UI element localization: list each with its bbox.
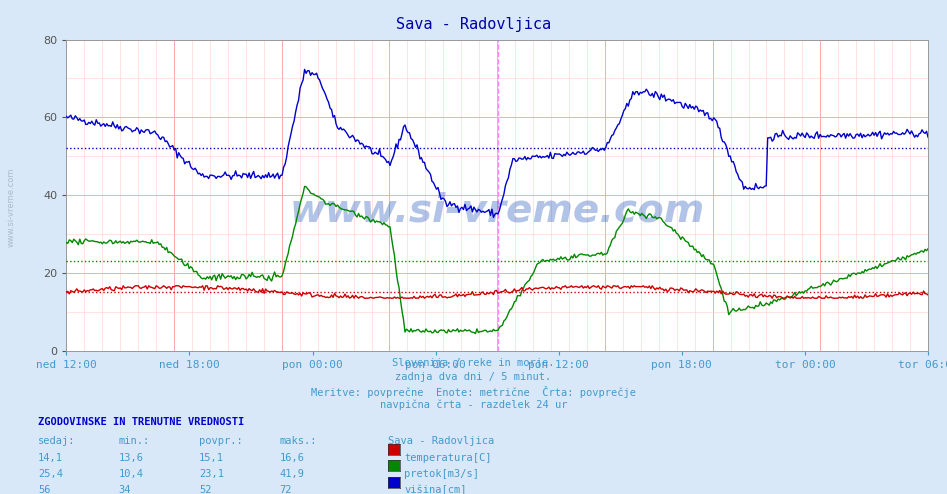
Text: 15,1: 15,1	[199, 453, 223, 462]
Text: ZGODOVINSKE IN TRENUTNE VREDNOSTI: ZGODOVINSKE IN TRENUTNE VREDNOSTI	[38, 417, 244, 427]
Text: 10,4: 10,4	[118, 469, 143, 479]
Text: 14,1: 14,1	[38, 453, 63, 462]
Text: www.si-vreme.com: www.si-vreme.com	[290, 192, 705, 230]
Text: 34: 34	[118, 485, 131, 494]
Text: 23,1: 23,1	[199, 469, 223, 479]
Text: 16,6: 16,6	[279, 453, 304, 462]
Text: povpr.:: povpr.:	[199, 436, 242, 446]
Text: navpična črta - razdelek 24 ur: navpična črta - razdelek 24 ur	[380, 400, 567, 410]
Text: 56: 56	[38, 485, 50, 494]
Text: min.:: min.:	[118, 436, 150, 446]
Text: višina[cm]: višina[cm]	[404, 485, 467, 494]
Text: 41,9: 41,9	[279, 469, 304, 479]
Text: Sava - Radovljica: Sava - Radovljica	[388, 436, 494, 446]
Text: 13,6: 13,6	[118, 453, 143, 462]
Text: sedaj:: sedaj:	[38, 436, 76, 446]
Text: 25,4: 25,4	[38, 469, 63, 479]
Text: Meritve: povprečne  Enote: metrične  Črta: povprečje: Meritve: povprečne Enote: metrične Črta:…	[311, 386, 636, 398]
Text: maks.:: maks.:	[279, 436, 317, 446]
Text: 72: 72	[279, 485, 292, 494]
Text: Sava - Radovljica: Sava - Radovljica	[396, 17, 551, 32]
Text: zadnja dva dni / 5 minut.: zadnja dva dni / 5 minut.	[396, 372, 551, 382]
Text: Slovenija / reke in morje.: Slovenija / reke in morje.	[392, 358, 555, 368]
Text: 52: 52	[199, 485, 211, 494]
Text: www.si-vreme.com: www.si-vreme.com	[7, 168, 16, 247]
Text: temperatura[C]: temperatura[C]	[404, 453, 491, 462]
Text: pretok[m3/s]: pretok[m3/s]	[404, 469, 479, 479]
